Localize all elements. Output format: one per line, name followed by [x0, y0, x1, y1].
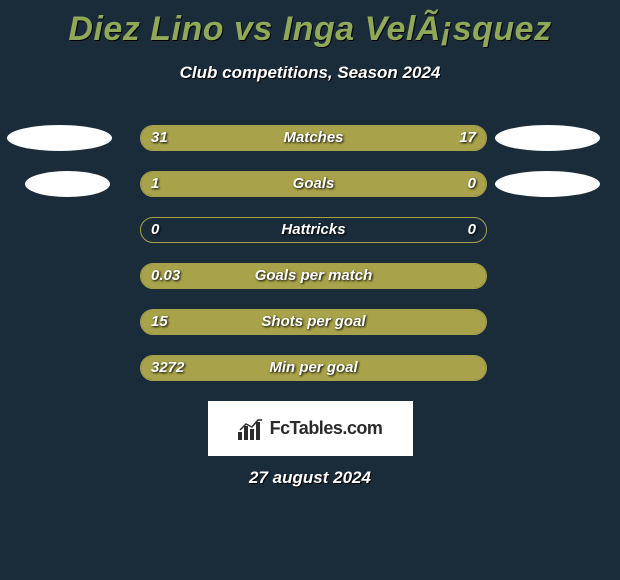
logo-box: FcTables.com: [208, 401, 413, 456]
stat-row: 3272Min per goal: [0, 355, 620, 381]
stat-row: 15Shots per goal: [0, 309, 620, 335]
metric-label: Min per goal: [140, 355, 487, 381]
metric-label: Matches: [140, 125, 487, 151]
page-title: Diez Lino vs Inga VelÃ¡squez: [0, 0, 620, 49]
logo-text: FcTables.com: [270, 418, 383, 439]
stat-row: 10Goals: [0, 171, 620, 197]
metric-label: Hattricks: [140, 217, 487, 243]
stat-row: 3117Matches: [0, 125, 620, 151]
stat-row: 0.03Goals per match: [0, 263, 620, 289]
metric-label: Shots per goal: [140, 309, 487, 335]
player-avatar-right: [495, 171, 600, 197]
metric-label: Goals: [140, 171, 487, 197]
player-avatar-left: [25, 171, 110, 197]
comparison-chart: 3117Matches 10Goals 00Hattricks 0.03Goals p…: [0, 125, 620, 381]
stat-row: 00Hattricks: [0, 217, 620, 243]
player-avatar-left: [7, 125, 112, 151]
subtitle: Club competitions, Season 2024: [0, 63, 620, 83]
bars-icon: [238, 418, 264, 440]
player-avatar-right: [495, 125, 600, 151]
metric-label: Goals per match: [140, 263, 487, 289]
date-label: 27 august 2024: [0, 468, 620, 488]
